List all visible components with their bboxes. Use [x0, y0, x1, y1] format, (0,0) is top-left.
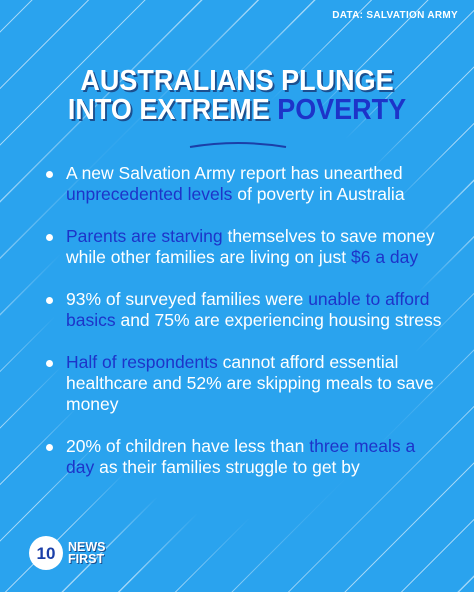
bullet-text: 93% of surveyed families were — [66, 289, 309, 309]
bullet-highlight: $6 a day — [351, 247, 419, 267]
headline: AUSTRALIANS PLUNGE INTO EXTREME POVERTY — [17, 67, 458, 125]
bullet-list: A new Salvation Army report has unearthe… — [46, 163, 446, 499]
logo-line-2: FIRST — [68, 552, 105, 566]
bullet-item: 20% of children have less than three mea… — [46, 436, 446, 478]
headline-line-2-text: INTO EXTREME — [67, 94, 278, 126]
bullet-text: A new Salvation Army report has unearthe… — [66, 163, 403, 183]
bullet-item: Half of respondents cannot afford essent… — [46, 352, 446, 415]
bullet-item: Parents are starving themselves to save … — [46, 226, 446, 268]
bullet-highlight: Parents are starving — [66, 226, 223, 246]
headline-line-2: INTO EXTREME POVERTY — [17, 96, 458, 125]
headline-underline-swoosh — [189, 142, 287, 148]
bullet-highlight: Half of respondents — [66, 352, 218, 372]
bullet-highlight: three meals a day — [66, 436, 416, 477]
bullet-item: 93% of surveyed families were unable to … — [46, 289, 446, 331]
bullet-text: as their families struggle to get by — [94, 457, 360, 477]
ten-logo-icon: 10 — [29, 536, 63, 570]
bullet-item: A new Salvation Army report has unearthe… — [46, 163, 446, 205]
bullet-text: cannot afford essential healthcare and 5… — [66, 352, 434, 414]
data-source-label: DATA: SALVATION ARMY — [332, 10, 458, 21]
bullet-text: 20% of children have less than — [66, 436, 310, 456]
bullet-text: themselves to save money while other fam… — [66, 226, 435, 267]
news-first-logo: 10 NEWS FIRST — [28, 535, 106, 571]
headline-line-1: AUSTRALIANS PLUNGE — [80, 65, 394, 97]
bullet-text: of poverty in Australia — [232, 184, 405, 204]
headline-highlight: POVERTY — [277, 94, 407, 126]
logo-line-1: NEWS — [68, 540, 106, 554]
logo-wordmark: NEWS FIRST — [68, 540, 106, 566]
bullet-text: and 75% are experiencing housing stress — [115, 310, 442, 330]
bullet-highlight: unable to afford basics — [66, 289, 430, 330]
ten-logo-number: 10 — [37, 544, 56, 563]
bullet-highlight: unprecedented levels — [66, 184, 233, 204]
